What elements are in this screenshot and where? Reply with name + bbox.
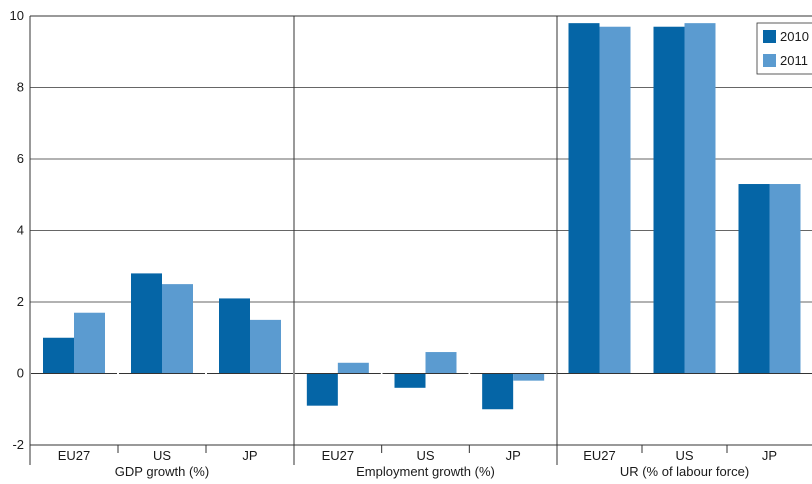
bar-2010-eu27 (568, 23, 600, 374)
y-tick-label: 10 (10, 8, 24, 23)
legend-frame (756, 22, 812, 75)
bar-2010-jp (482, 373, 514, 410)
category-label: EU27 (583, 448, 616, 463)
legend-swatch-2011 (763, 54, 776, 67)
bar-2011-jp (250, 319, 281, 374)
category-label: US (153, 448, 171, 463)
category-label: JP (242, 448, 257, 463)
bar-2010-eu27 (43, 337, 74, 374)
y-tick-label: -2 (12, 437, 24, 452)
bar-2011-eu27 (599, 26, 631, 374)
bar-2010-eu27 (306, 373, 338, 406)
bar-2011-us (425, 352, 457, 374)
y-tick-label: 0 (17, 366, 24, 381)
bars (43, 23, 801, 410)
bar-2011-jp (769, 184, 801, 374)
y-tick-label: 8 (17, 80, 24, 95)
bar-2010-us (131, 273, 162, 374)
bar-2011-us (162, 284, 193, 374)
category-label: EU27 (58, 448, 91, 463)
panel-label: GDP growth (%) (115, 464, 209, 479)
legend-label-2010: 2010 (780, 29, 809, 44)
category-label: US (675, 448, 693, 463)
panel-label: Employment growth (%) (356, 464, 495, 479)
axes (29, 15, 812, 465)
bar-2011-eu27 (337, 362, 369, 374)
labels: -2 0 2 4 6 8 10 EU27 US JP GDP growth (%) EU27 US JP E… (10, 8, 778, 479)
panel-label: UR (% of labour force) (620, 464, 749, 479)
y-tick-label: 2 (17, 294, 24, 309)
legend-label-2011: 2011 (780, 53, 808, 68)
legend: 2010 2011 (756, 22, 812, 75)
y-tick-label: 4 (17, 223, 24, 238)
bar-2011-jp (513, 373, 545, 381)
category-label: EU27 (322, 448, 355, 463)
bar-2010-us (653, 26, 685, 374)
bar-2010-jp (738, 184, 770, 374)
bar-2010-jp (219, 298, 250, 374)
legend-swatch-2010 (763, 30, 776, 43)
y-tick-label: 6 (17, 151, 24, 166)
bar-2010-us (394, 373, 426, 388)
bar-2011-eu27 (74, 312, 105, 374)
category-label: US (416, 448, 434, 463)
category-label: JP (762, 448, 777, 463)
bar-2011-us (684, 23, 716, 374)
category-label: JP (506, 448, 521, 463)
